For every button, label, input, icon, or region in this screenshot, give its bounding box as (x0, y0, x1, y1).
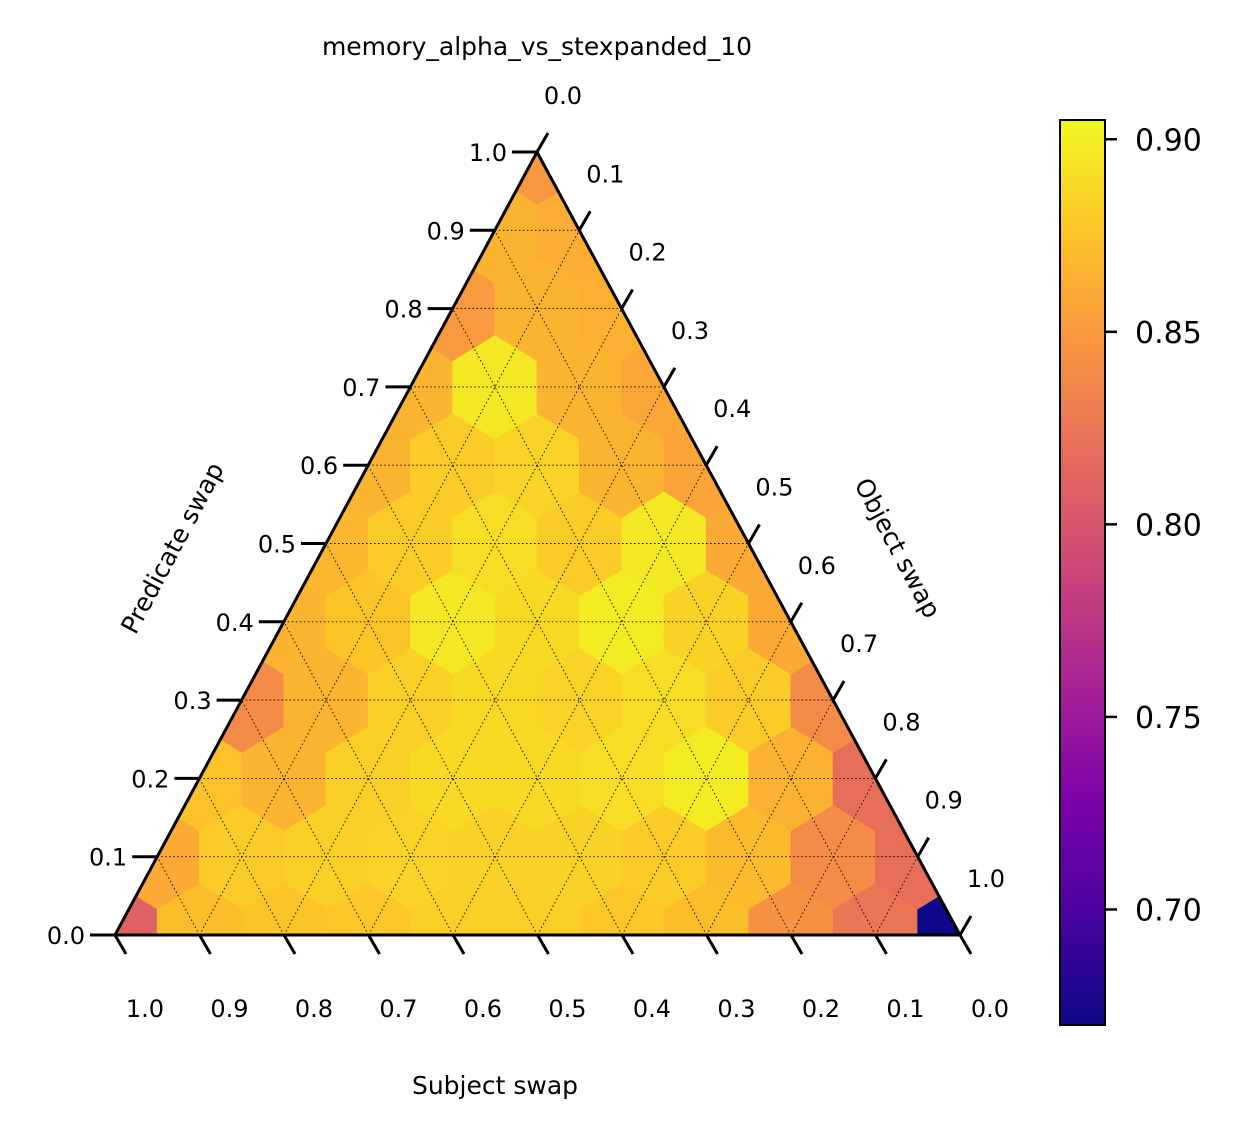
bottom-tick-label: 0.6 (464, 995, 502, 1023)
bottom-tick-label: 0.3 (717, 995, 755, 1023)
left-tick-label: 0.5 (258, 531, 296, 559)
right-tick (662, 367, 677, 388)
grid-line (199, 778, 285, 936)
grid-line (621, 621, 792, 936)
right-tick (874, 758, 888, 780)
bottom-tick-label: 0.7 (379, 995, 417, 1023)
right-tick-label: 0.5 (755, 474, 793, 502)
right-tick-label: 0.6 (798, 552, 836, 580)
bottom-tick (789, 934, 804, 955)
bottom-tick (282, 934, 297, 955)
right-tick (747, 523, 761, 545)
bottom-tick (367, 934, 381, 955)
grid-line (241, 699, 369, 936)
bottom-tick-label: 0.0 (971, 995, 1009, 1023)
right-tick (535, 132, 550, 153)
right-tick-label: 0.4 (713, 395, 751, 423)
grid-line (790, 778, 876, 936)
bottom-tick-label: 0.9 (210, 995, 248, 1023)
colorbar: 0.70 0.75 0.80 0.85 0.90 (1059, 119, 1202, 1026)
colorbar-tick-label: 0.85 (1135, 316, 1202, 351)
grid-line (452, 308, 792, 936)
bottom-tick (113, 934, 128, 955)
grid-line (283, 308, 622, 936)
bottom-tick-label: 0.1 (886, 995, 924, 1023)
left-axis-label: Predicate swap (115, 458, 230, 639)
right-tick-label: 0.1 (586, 160, 624, 188)
heatmap-cells (115, 152, 960, 935)
right-tick-label: 0.9 (925, 787, 963, 815)
grid-lines (156, 229, 919, 936)
grid-line (283, 621, 454, 936)
grid-line (706, 699, 834, 936)
bottom-tick-label: 1.0 (126, 995, 164, 1023)
bottom-tick (620, 934, 635, 955)
colorbar-ticks: 0.70 0.75 0.80 0.85 0.90 (1105, 123, 1202, 928)
left-tick-label: 0.2 (131, 765, 169, 793)
left-tick-label: 1.0 (469, 139, 507, 167)
bottom-tick (198, 934, 212, 955)
colorbar-tick-label: 0.75 (1135, 701, 1202, 736)
colorbar-tick-label: 0.70 (1135, 893, 1202, 928)
right-tick (704, 445, 719, 466)
right-tick (620, 288, 634, 310)
left-tick-label: 0.7 (342, 374, 380, 402)
right-tick (958, 915, 973, 936)
left-tick-label: 0.9 (427, 217, 465, 245)
right-axis-label: Object swap (849, 473, 947, 623)
colorbar-gradient (1059, 119, 1106, 1026)
bottom-tick (451, 934, 466, 955)
bottom-tick (958, 934, 973, 955)
right-tick (578, 210, 592, 232)
left-tick-label: 0.4 (216, 609, 254, 637)
right-tick-label: 0.0 (544, 82, 582, 110)
right-tick (916, 836, 930, 858)
chart-title: memory_alpha_vs_stexpanded_10 (322, 32, 752, 61)
bottom-tick-label: 0.4 (633, 995, 671, 1023)
left-tick-label: 0.3 (173, 687, 211, 715)
bottom-tick (705, 934, 719, 955)
right-tick-label: 0.2 (629, 239, 667, 267)
colorbar-tick-label: 0.90 (1135, 123, 1202, 158)
right-tick (831, 680, 846, 701)
right-tick (789, 601, 804, 623)
colorbar-tick-label: 0.80 (1135, 508, 1202, 543)
grid-line (875, 856, 919, 936)
left-tick-label: 0.8 (384, 296, 422, 324)
axis-ticks: 1.0 0.9 0.8 0.7 0.6 0.5 0.4 0.3 0.2 0.1 0.0 0.0 0.1 0… (47, 82, 1009, 1023)
bottom-axis-label: Subject swap (412, 1071, 578, 1100)
bottom-tick-label: 0.8 (295, 995, 333, 1023)
bottom-tick-label: 0.5 (548, 995, 586, 1023)
right-tick-label: 0.7 (840, 630, 878, 658)
grid-line (156, 856, 200, 936)
right-tick-label: 0.3 (671, 317, 709, 345)
bottom-tick-label: 0.2 (802, 995, 840, 1023)
left-tick-label: 0.6 (300, 452, 338, 480)
grid-line (199, 230, 580, 936)
right-tick-label: 0.8 (882, 708, 920, 736)
bottom-tick (536, 934, 550, 955)
bottom-tick (874, 934, 888, 955)
grid-line (494, 230, 876, 936)
left-tick-label: 0.1 (89, 844, 127, 872)
left-tick-label: 0.0 (47, 922, 85, 950)
right-tick-label: 1.0 (967, 865, 1005, 893)
